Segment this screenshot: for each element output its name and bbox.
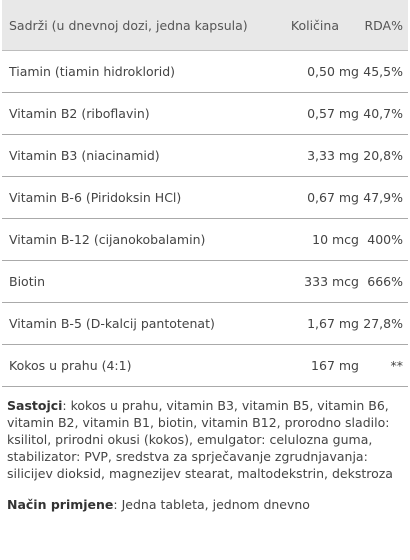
table-row: Vitamin B-5 (D-kalcij pantotenat) 1,67 mg… <box>2 303 408 345</box>
table-row: Vitamin B2 (riboflavin) 0,57 mg 40,7% <box>2 93 408 135</box>
ingredient-name: Kokos u prahu (4:1) <box>9 358 132 373</box>
ingredient-quantity: 0,67 mg <box>307 190 359 205</box>
table-row: Tiamin (tiamin hidroklorid) 0,50 mg 45,5% <box>2 51 408 93</box>
ingredient-quantity: 333 mcg <box>304 274 359 289</box>
ingredient-name: Tiamin (tiamin hidroklorid) <box>9 64 176 79</box>
ingredient-rda: 40,7% <box>363 106 403 121</box>
usage-label: Način primjene <box>7 497 114 512</box>
ingredient-quantity: 1,67 mg <box>307 316 359 331</box>
header-contents: Sadrži (u dnevnoj dozi, jedna kapsula) <box>9 17 248 33</box>
ingredient-name: Vitamin B3 (niacinamid) <box>9 148 160 163</box>
header-quantity: Količina <box>290 17 339 33</box>
table-row: Vitamin B-6 (Piridoksin HCl) 0,67 mg 47,9% <box>2 177 408 219</box>
ingredient-quantity: 3,33 mg <box>307 148 359 163</box>
table-row: Vitamin B-12 (cijanokobalamin) 10 mcg 400% <box>2 219 408 261</box>
product-info: Sastojci: kokos u prahu, vitamin B3, vit… <box>0 387 410 513</box>
nutrition-table: Sadrži (u dnevnoj dozi, jedna kapsula) K… <box>2 0 408 387</box>
ingredient-name: Vitamin B-5 (D-kalcij pantotenat) <box>9 316 215 331</box>
header-rda: RDA% <box>364 17 403 33</box>
table-row: Biotin 333 mcg 666% <box>2 261 408 303</box>
usage-text: : Jedna tableta, jednom dnevno <box>113 497 310 512</box>
ingredient-quantity: 0,57 mg <box>307 106 359 121</box>
ingredient-name: Vitamin B-6 (Piridoksin HCl) <box>9 190 182 205</box>
ingredient-rda: 47,9% <box>363 190 403 205</box>
table-row: Kokos u prahu (4:1) 167 mg ** <box>2 345 408 387</box>
ingredient-rda: 666% <box>367 274 403 289</box>
ingredients-paragraph: Sastojci: kokos u prahu, vitamin B3, vit… <box>7 397 402 482</box>
ingredients-text: : kokos u prahu, vitamin B3, vitamin B5,… <box>7 398 393 481</box>
ingredient-name: Vitamin B2 (riboflavin) <box>9 106 150 121</box>
ingredient-rda: 27,8% <box>363 316 403 331</box>
ingredient-rda: 45,5% <box>363 64 403 79</box>
ingredient-rda: 20,8% <box>363 148 403 163</box>
table-header: Sadrži (u dnevnoj dozi, jedna kapsula) K… <box>2 0 408 51</box>
ingredient-rda: 400% <box>367 232 403 247</box>
ingredient-name: Biotin <box>9 274 45 289</box>
table-row: Vitamin B3 (niacinamid) 3,33 mg 20,8% <box>2 135 408 177</box>
ingredients-label: Sastojci <box>7 398 63 413</box>
table-body: Tiamin (tiamin hidroklorid) 0,50 mg 45,5% V… <box>2 51 408 387</box>
ingredient-rda: ** <box>390 358 404 373</box>
ingredient-quantity: 0,50 mg <box>307 64 359 79</box>
usage-paragraph: Način primjene: Jedna tableta, jednom dn… <box>7 496 402 513</box>
ingredient-name: Vitamin B-12 (cijanokobalamin) <box>9 232 206 247</box>
ingredient-quantity: 167 mg <box>311 358 359 373</box>
ingredient-quantity: 10 mcg <box>312 232 359 247</box>
